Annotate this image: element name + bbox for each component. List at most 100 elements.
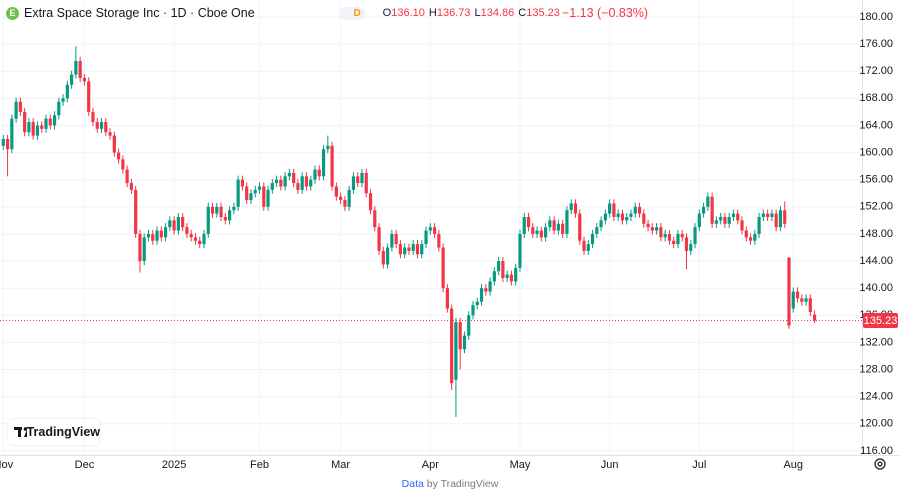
y-tick-label: 156.00: [859, 174, 893, 186]
candle-body: [339, 196, 343, 201]
candle-body: [518, 233, 522, 268]
candle-body: [381, 250, 385, 265]
candle-body: [159, 230, 163, 238]
ohlc-item: H136.73: [429, 7, 471, 19]
x-tick-label: Apr: [422, 459, 439, 471]
candle-body: [134, 189, 138, 234]
symbol-title[interactable]: Extra Space Storage Inc · 1D · Cboe One: [24, 6, 255, 20]
candle-body: [326, 145, 330, 150]
candle-body: [655, 227, 659, 231]
candle-body: [727, 216, 731, 224]
x-tick-label: Aug: [783, 459, 803, 471]
candle-body: [321, 149, 326, 177]
candle-body: [87, 81, 91, 112]
candle-body: [723, 216, 727, 224]
candle-body: [770, 213, 774, 217]
candle-body: [548, 220, 552, 228]
candle-body: [181, 216, 185, 228]
candle-body: [586, 244, 590, 251]
candle-body: [249, 193, 253, 201]
candle-body: [210, 206, 215, 214]
candle-body: [377, 227, 381, 251]
candle-body: [415, 244, 420, 255]
x-tick-label: May: [510, 459, 531, 471]
candle-body: [219, 206, 223, 217]
candle-body: [283, 176, 287, 187]
x-tick-label: Jun: [601, 459, 619, 471]
candle-body: [74, 61, 78, 75]
data-link[interactable]: Data: [401, 478, 424, 490]
candle-body: [467, 315, 471, 336]
candle-body: [813, 314, 817, 321]
candle-body: [646, 223, 650, 228]
x-tick-label: Feb: [250, 459, 269, 471]
candle-body: [223, 216, 227, 221]
candle-body: [599, 220, 603, 228]
candle-body: [633, 206, 637, 214]
candle-body: [795, 291, 800, 299]
candle-body: [766, 213, 770, 217]
candle-body: [526, 216, 531, 228]
candle-body: [18, 101, 22, 112]
ohlc-value: 134.86: [480, 7, 515, 19]
candle-body: [270, 183, 274, 190]
candle-body: [497, 261, 501, 272]
candle-body: [330, 145, 334, 187]
y-tick-label: 140.00: [859, 282, 893, 294]
candle-body: [317, 169, 321, 177]
candle-body: [539, 230, 543, 238]
candle-body: [386, 247, 390, 265]
candle-body: [52, 115, 57, 126]
candle-body: [40, 125, 44, 129]
candle-body: [543, 227, 548, 238]
settings-icon[interactable]: [874, 458, 886, 470]
chart: 116.00120.00124.00128.00132.00136.00140.…: [0, 0, 900, 471]
candle-body: [620, 213, 625, 221]
candle-body: [420, 244, 424, 255]
candle-body: [608, 203, 612, 214]
candle-body: [791, 291, 795, 309]
candle-body: [368, 193, 373, 211]
candle-body: [680, 233, 684, 238]
candle-body: [719, 216, 723, 221]
candle-body: [407, 247, 411, 251]
candle-body: [206, 206, 210, 234]
candle-body: [569, 203, 573, 211]
candle-body: [808, 298, 812, 312]
candle-body: [253, 189, 257, 194]
candle-body: [757, 216, 761, 234]
candle-body: [514, 267, 518, 282]
settings-ring: [874, 458, 886, 470]
candle-body: [356, 176, 360, 184]
y-tick-label: 172.00: [859, 65, 893, 77]
candle-body: [501, 261, 505, 279]
candle-body: [471, 305, 475, 316]
x-tick-label: 2025: [162, 459, 186, 471]
candle-body: [706, 196, 710, 207]
last-price-label: 135.23: [864, 315, 898, 327]
candle-body: [778, 210, 783, 228]
tradingview-logo[interactable]: TradingView: [8, 419, 100, 445]
candle-body: [334, 186, 338, 197]
candle-body: [292, 172, 296, 184]
candle-body: [475, 301, 479, 306]
candle-body: [236, 179, 240, 207]
x-tick-label: Nov: [0, 459, 14, 471]
y-tick-label: 160.00: [859, 146, 893, 158]
candle-body: [360, 172, 364, 184]
candle-body: [625, 216, 629, 221]
candle-body: [505, 274, 509, 279]
x-tick-label: Mar: [331, 459, 350, 471]
ohlc-item: O136.10: [383, 7, 425, 19]
candle-body: [82, 77, 87, 82]
candle-body: [761, 213, 765, 217]
candle-body: [693, 227, 697, 245]
logo-text: TradingView: [26, 425, 100, 439]
ohlc-item: C135.23: [518, 7, 560, 19]
market-status-badge[interactable]: D: [338, 6, 365, 20]
ohlc-key: L: [474, 7, 481, 19]
candle-body: [151, 233, 155, 241]
candle-body: [462, 335, 467, 350]
candle-body: [112, 135, 116, 153]
